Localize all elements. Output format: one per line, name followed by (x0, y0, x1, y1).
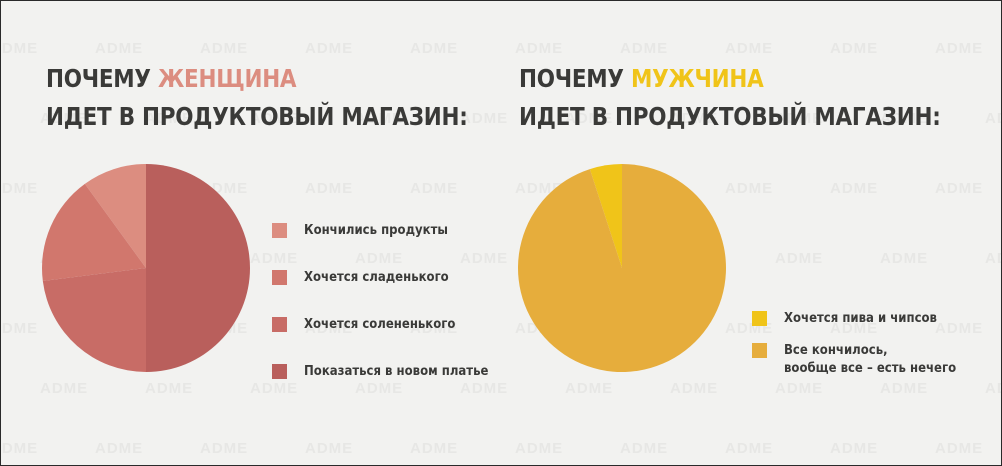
legend-item: Хочется пива и чипсов (752, 310, 975, 328)
title-prefix: ПОЧЕМУ (519, 64, 631, 93)
legend-label: Хочется солененького (304, 317, 456, 332)
men-pie-chart (517, 164, 726, 372)
legend-label: Все кончилось, (784, 343, 888, 358)
legend-swatch (272, 223, 287, 238)
legend-swatch (752, 343, 767, 358)
title-line2: ИДЕТ В ПРОДУКТОВЫЙ МАГАЗИН: (46, 102, 468, 131)
legend-item: Кончились продукты (272, 222, 509, 269)
women-chart-title: ПОЧЕМУ ЖЕНЩИНА ИДЕТ В ПРОДУКТОВЫЙ МАГАЗИ… (46, 60, 468, 136)
women-legend: Кончились продукты Хочется сладенького Хоч… (272, 222, 509, 410)
women-pie-chart (42, 164, 250, 372)
pie-slice (517, 164, 726, 372)
legend-label: вообще все – есть нечего (784, 361, 957, 376)
legend-item: Хочется сладенького (272, 269, 509, 316)
men-chart-title: ПОЧЕМУ МУЖЧИНА ИДЕТ В ПРОДУКТОВЫЙ МАГАЗИ… (519, 60, 941, 136)
legend-swatch (272, 364, 287, 379)
legend-item: Все кончилось, вообще все – есть нечего (752, 342, 975, 378)
men-legend: Хочется пива и чипсов Все кончилось, вообщ… (752, 310, 975, 378)
title-highlight-men: МУЖЧИНА (630, 64, 764, 93)
legend-item: Показаться в новом платье (272, 363, 509, 410)
women-panel: ПОЧЕМУ ЖЕНЩИНА ИДЕТ В ПРОДУКТОВЫЙ МАГАЗИ… (0, 0, 500, 466)
pie-slice (84, 164, 146, 268)
legend-swatch (272, 270, 287, 285)
legend-item: Хочется солененького (272, 316, 509, 363)
pie-slice (589, 164, 622, 268)
legend-swatch (752, 311, 767, 326)
legend-label: Хочется сладенького (304, 270, 449, 285)
pie-slice (42, 268, 146, 372)
legend-swatch (272, 317, 287, 332)
pie-slice (42, 183, 147, 282)
pie-slice (146, 164, 250, 372)
legend-label: Показаться в новом платье (304, 364, 489, 379)
legend-label: Кончились продукты (304, 223, 448, 238)
title-highlight-women: ЖЕНЩИНА (157, 64, 297, 93)
title-prefix: ПОЧЕМУ (46, 64, 158, 93)
legend-label: Хочется пива и чипсов (784, 311, 937, 326)
title-line2: ИДЕТ В ПРОДУКТОВЫЙ МАГАЗИН: (519, 102, 941, 131)
men-panel: ПОЧЕМУ МУЖЧИНА ИДЕТ В ПРОДУКТОВЫЙ МАГАЗИ… (500, 0, 1002, 466)
